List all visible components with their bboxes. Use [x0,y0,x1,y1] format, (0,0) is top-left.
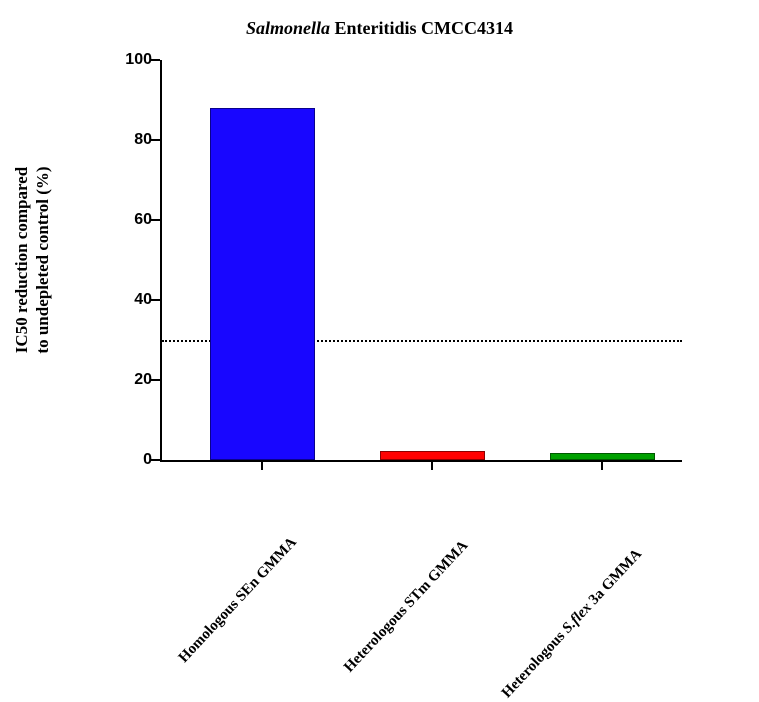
y-tick-label: 20 [134,371,152,389]
y-tick-label: 80 [134,131,152,149]
y-axis-label-line1: IC50 reduction compared [12,167,31,353]
bar [210,108,315,460]
x-tick-label: Heterologous STm GMMA [341,538,472,677]
y-tick-label: 60 [134,211,152,229]
y-axis-label-line2: to undepleted control (%) [33,166,52,353]
bar-chart: Salmonella Enteritidis CMCC4314 IC50 red… [0,0,759,642]
bar [550,453,655,460]
chart-title-italic: Salmonella [246,18,330,38]
y-tick-label: 40 [134,291,152,309]
bar [380,451,485,460]
x-tick [601,460,603,470]
y-tick-label: 100 [125,51,152,69]
chart-title: Salmonella Enteritidis CMCC4314 [0,18,759,39]
x-tick-label: Homologous SEn GMMA [176,534,301,666]
x-tick [431,460,433,470]
x-tick-label: Heterologous S.flex 3a GMMA [499,546,646,702]
plot-area: 020406080100Homologous SEn GMMAHeterolog… [160,60,682,462]
chart-title-rest: Enteritidis CMCC4314 [330,18,513,38]
x-tick [261,460,263,470]
y-tick-label: 0 [143,451,152,469]
y-axis-label: IC50 reduction compared to undepleted co… [11,166,54,353]
